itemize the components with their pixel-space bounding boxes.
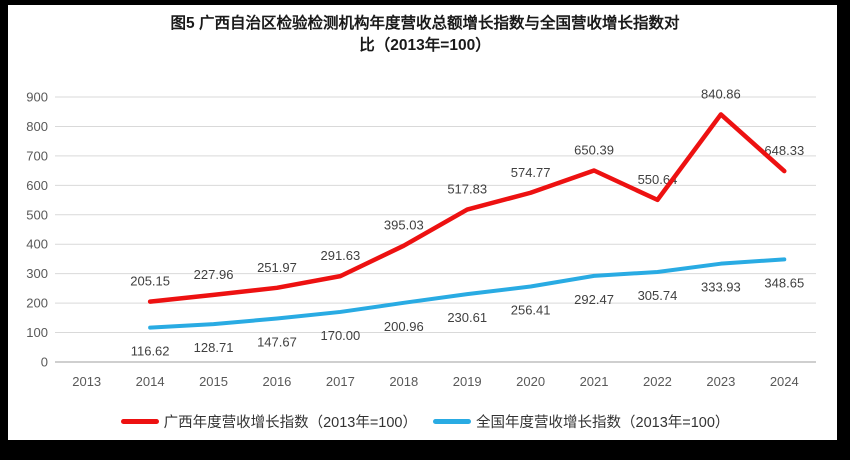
legend: 广西年度营收增长指数（2013年=100） 全国年度营收增长指数（2013年=1… [0, 409, 850, 433]
data-label: 256.41 [511, 303, 551, 318]
y-axis-tick-label: 200 [26, 296, 48, 311]
x-axis-tick-label: 2019 [453, 374, 482, 389]
series-line [148, 257, 787, 330]
x-axis-tick-label: 2021 [580, 374, 609, 389]
y-axis-tick-label: 500 [26, 207, 48, 222]
x-axis-tick-label: 2013 [72, 374, 101, 389]
data-label: 348.65 [764, 275, 804, 290]
legend-line-swatch-blue [433, 418, 471, 424]
chart-title: 图5 广西自治区检验检测机构年度营收总额增长指数与全国营收增长指数对 比（201… [0, 13, 850, 57]
chart-title-line1: 图5 广西自治区检验检测机构年度营收总额增长指数与全国营收增长指数对 [170, 15, 680, 32]
chart-canvas [8, 5, 837, 440]
data-label: 291.63 [320, 248, 360, 263]
series-line [147, 112, 787, 304]
data-label: 205.15 [130, 274, 170, 289]
x-axis-tick-label: 2016 [262, 374, 291, 389]
data-label: 251.97 [257, 260, 297, 275]
data-label: 305.74 [638, 288, 678, 303]
data-label: 230.61 [447, 310, 487, 325]
y-axis-tick-label: 600 [26, 178, 48, 193]
legend-line-swatch-red [120, 418, 159, 424]
data-label: 840.86 [701, 86, 741, 101]
y-axis-tick-label: 800 [26, 119, 48, 134]
data-label: 395.03 [384, 218, 424, 233]
x-axis-tick-label: 2023 [706, 374, 735, 389]
y-axis-tick-label: 0 [41, 355, 48, 370]
y-axis-tick-label: 100 [26, 325, 48, 340]
data-label: 227.96 [194, 267, 234, 282]
legend-label-national: 全国年度营收增长指数（2013年=100） [476, 414, 730, 431]
legend-label-guangxi: 广西年度营收增长指数（2013年=100） [163, 414, 417, 431]
y-axis-tick-label: 300 [26, 266, 48, 281]
x-axis-tick-label: 2020 [516, 374, 545, 389]
data-label: 128.71 [194, 340, 234, 355]
legend-item-guangxi: 广西年度营收增长指数（2013年=100） [120, 411, 417, 432]
x-axis-tick-label: 2015 [199, 374, 228, 389]
x-axis-tick-label: 2024 [770, 374, 799, 389]
y-axis-tick-label: 900 [26, 90, 48, 105]
data-label: 650.39 [574, 142, 614, 157]
y-axis-tick-label: 700 [26, 148, 48, 163]
x-axis-tick-label: 2017 [326, 374, 355, 389]
chart-title-line2: 比（2013年=100） [359, 37, 491, 54]
x-axis-tick-label: 2014 [136, 374, 165, 389]
data-label: 200.96 [384, 319, 424, 334]
legend-item-national: 全国年度营收增长指数（2013年=100） [433, 411, 729, 432]
data-label: 147.67 [257, 335, 297, 350]
data-label: 170.00 [320, 328, 360, 343]
data-label: 517.83 [447, 182, 487, 197]
data-label: 292.47 [574, 292, 614, 307]
data-label: 333.93 [701, 280, 741, 295]
data-label: 574.77 [511, 165, 551, 180]
data-label: 648.33 [764, 143, 804, 158]
data-label: 116.62 [131, 344, 170, 359]
y-axis-tick-label: 400 [26, 237, 48, 252]
x-axis-tick-label: 2018 [389, 374, 418, 389]
x-axis-tick-label: 2022 [643, 374, 672, 389]
